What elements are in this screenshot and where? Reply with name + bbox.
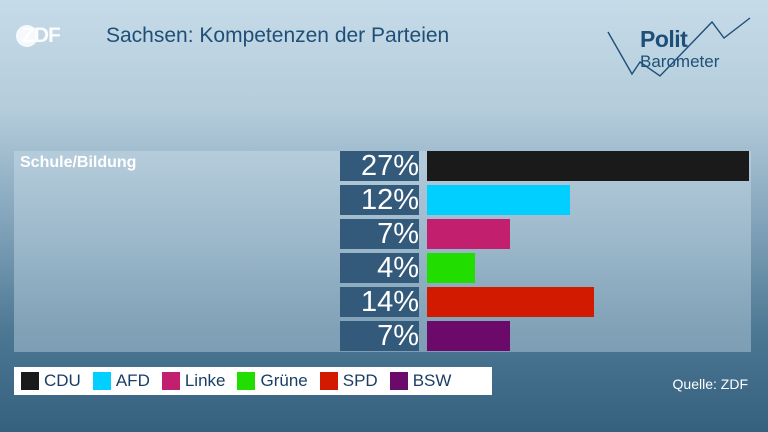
politbarometer-logo: Polit Barometer — [600, 14, 758, 86]
legend-item-spd: SPD — [319, 371, 378, 391]
data-label-spd: 14% — [340, 287, 419, 317]
legend: CDU AFD Linke Grüne SPD BSW — [14, 367, 492, 395]
legend-swatch — [389, 372, 408, 390]
brand-barometer: Barometer — [640, 52, 720, 71]
legend-item-bsw: BSW — [389, 371, 452, 391]
politbarometer-line-icon — [607, 17, 751, 77]
legend-swatch — [237, 372, 256, 390]
chart-panel — [14, 151, 751, 352]
bar-bsw — [427, 321, 510, 351]
source-note: Quelle: ZDF — [672, 376, 748, 392]
data-label-cdu: 27% — [340, 151, 419, 181]
legend-item-linke: Linke — [161, 371, 226, 391]
chart-title: Sachsen: Kompetenzen der Parteien — [106, 24, 450, 47]
legend-label: SPD — [342, 371, 378, 390]
bar-cdu — [427, 151, 749, 181]
legend-swatch — [319, 372, 338, 390]
category-label: Schule/Bildung — [20, 154, 137, 171]
data-label-linke: 7% — [340, 219, 419, 249]
zdf-logo-text: ZDF — [22, 24, 61, 47]
data-label-bsw: 7% — [340, 321, 419, 351]
legend-item-afd: AFD — [92, 371, 150, 391]
bar-linke — [427, 219, 510, 249]
data-label-grüne: 4% — [340, 253, 419, 283]
legend-item-cdu: CDU — [21, 371, 81, 391]
legend-label: BSW — [412, 371, 452, 390]
legend-item-grüne: Grüne — [237, 371, 308, 391]
legend-swatch — [92, 372, 111, 390]
data-label-afd: 12% — [340, 185, 419, 215]
bar-spd — [427, 287, 594, 317]
legend-label: CDU — [44, 371, 81, 390]
brand-polit: Polit — [640, 26, 688, 52]
legend-label: AFD — [115, 371, 150, 390]
bar-grüne — [427, 253, 475, 283]
zdf-logo-icon — [16, 25, 38, 47]
legend-swatch — [161, 372, 180, 390]
zdf-logo: ZDF — [16, 23, 61, 49]
bar-afd — [427, 185, 570, 215]
legend-label: Grüne — [260, 371, 308, 390]
legend-swatch — [21, 372, 39, 390]
legend-label: Linke — [184, 371, 226, 390]
